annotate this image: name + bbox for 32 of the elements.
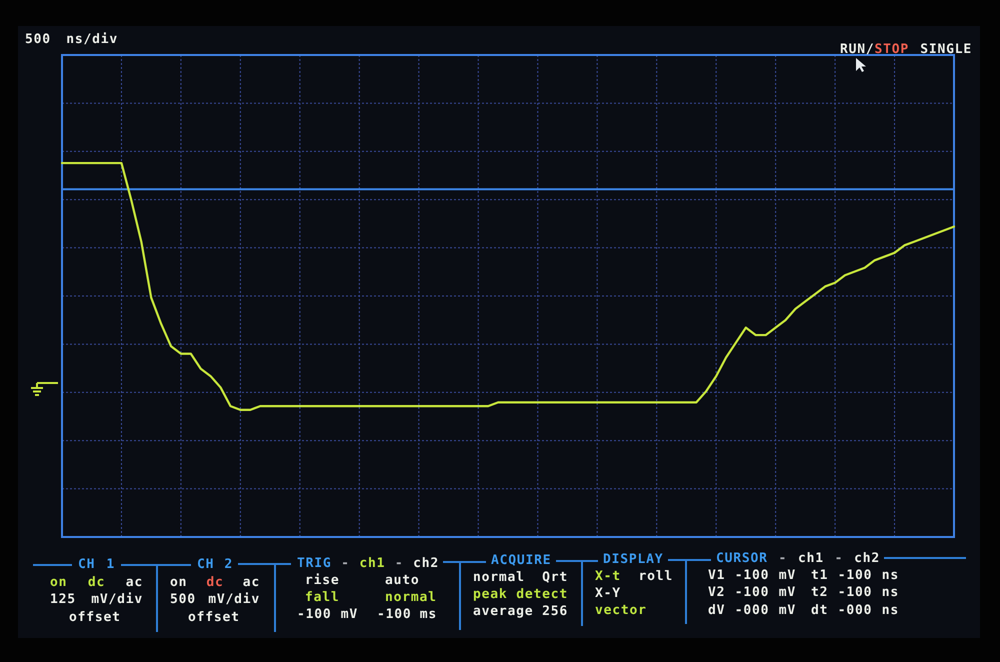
text: dV -000 mV (708, 603, 796, 618)
text: 500 ns/div (25, 32, 118, 47)
text: -100 ms (377, 607, 437, 622)
text: CURSOR - ch1 - ch2 (716, 551, 880, 566)
text: X-Y (595, 586, 621, 601)
text: t2 -100 ns (811, 585, 899, 600)
text: vector (595, 603, 647, 618)
text: peak detect (473, 587, 568, 602)
text: X-t roll (595, 569, 673, 584)
text: dt -000 ns (811, 603, 899, 618)
text: t1 -100 ns (811, 568, 899, 583)
text: offset (69, 610, 121, 625)
text: average 256 (473, 604, 568, 619)
text: TRIG - ch1 - ch2 (297, 556, 439, 571)
text: 500 mV/div (170, 592, 260, 607)
text: normal Qrt (473, 570, 568, 585)
text: 125 mV/div (50, 592, 143, 607)
text: DISPLAY (603, 552, 664, 567)
text: rise (305, 573, 340, 588)
text: normal (385, 590, 437, 605)
text: CH 1 (78, 557, 115, 572)
text: -100 mV (297, 607, 358, 622)
text: CH 2 (197, 557, 233, 572)
text: V1 -100 mV (708, 568, 796, 583)
text: fall (305, 590, 340, 605)
text: offset (188, 610, 240, 625)
text: auto (385, 573, 420, 588)
text: on dc ac (50, 575, 143, 590)
text: V2 -100 mV (708, 585, 796, 600)
text: RUN/STOP SINGLE (840, 42, 972, 57)
text: ACQUIRE (491, 553, 552, 568)
text: on dc ac (170, 575, 260, 590)
